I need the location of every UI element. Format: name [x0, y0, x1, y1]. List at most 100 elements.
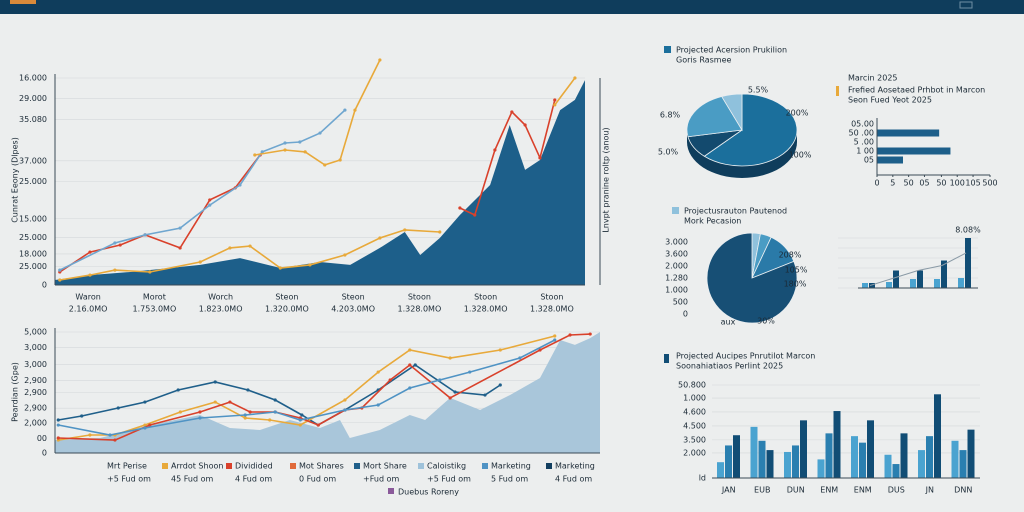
point [198, 416, 202, 420]
legend-label: Mot Shares [299, 462, 344, 471]
point [388, 378, 392, 382]
y-tick-label: 1.000 [683, 394, 706, 403]
point [148, 270, 152, 274]
point [498, 348, 502, 352]
point [343, 108, 347, 112]
point [208, 198, 212, 202]
point [376, 370, 380, 374]
bar [926, 436, 933, 478]
point [248, 410, 252, 414]
point [88, 250, 92, 254]
y-tick-label: 3,000 [24, 360, 47, 369]
point [573, 76, 577, 80]
point [178, 246, 182, 250]
point [353, 108, 357, 112]
point [213, 380, 217, 384]
bar [859, 442, 866, 478]
x-tick-label: 50 [904, 179, 914, 188]
bar [967, 429, 975, 478]
pie-slice [706, 232, 798, 324]
y-tick-label: 25.000 [19, 262, 47, 271]
x-tick-label: Stoon [408, 293, 431, 302]
legend-note: 4 Fud om [555, 475, 592, 484]
title-marker [664, 354, 669, 363]
point [588, 332, 592, 336]
line [59, 154, 261, 273]
point [473, 213, 477, 217]
point [143, 426, 147, 430]
point [298, 423, 302, 427]
bar [941, 260, 947, 288]
y-tick-label: 05 [864, 156, 874, 165]
point [298, 140, 302, 144]
point [56, 418, 60, 422]
x-tick-label: Stoon [474, 293, 497, 302]
pie-slice [703, 93, 798, 167]
point [453, 390, 457, 394]
point [58, 268, 62, 272]
point [273, 398, 277, 402]
y-tick-label: 2,900 [24, 388, 47, 397]
point [493, 148, 497, 152]
point [316, 423, 320, 427]
y-tick-label: ld [699, 474, 706, 483]
bar [750, 426, 758, 478]
bar [833, 411, 841, 478]
bar [725, 445, 732, 478]
point [80, 414, 84, 418]
point [568, 333, 572, 337]
y-tick-label: 4.600 [683, 407, 706, 416]
y-tick-label: 18.000 [19, 249, 47, 258]
legend-label: Marketing [555, 462, 595, 471]
bar [900, 433, 908, 478]
y-tick-label: 29.000 [19, 94, 47, 103]
bar [934, 279, 940, 288]
legend-label: Marketing [491, 462, 531, 471]
x-tick-label: EUB [754, 486, 770, 495]
y-tick-label: 1 00 [856, 147, 874, 156]
legend-note: +5 Fud om [107, 475, 151, 484]
y-tick-label: 25.000 [19, 233, 47, 242]
point [143, 423, 147, 427]
header-bar [0, 0, 1024, 14]
legend-note: 5 Fud om [491, 475, 528, 484]
x-tick-label: JAN [721, 486, 736, 495]
legend-note: +Fud om [363, 475, 399, 484]
point [178, 410, 182, 414]
legend-note: 0 Fud om [299, 475, 336, 484]
point [143, 400, 147, 404]
legend-swatch [162, 463, 168, 469]
point [253, 153, 257, 157]
point [56, 423, 60, 427]
y-tick-label: 35.080 [19, 115, 47, 124]
bar [893, 270, 899, 288]
header-icon [959, 1, 973, 9]
point [268, 418, 272, 422]
y-axis-label: Cunrat Eeony (Dlpes) [11, 137, 20, 223]
bar [867, 420, 874, 478]
x-tick-label: JN [925, 486, 934, 495]
point [176, 388, 180, 392]
point [213, 400, 217, 404]
bar [965, 238, 971, 288]
pie-annotation: 5.0% [658, 148, 679, 157]
legend-swatch [418, 463, 424, 469]
side-label: 2.000 [665, 262, 688, 271]
bar [862, 283, 868, 288]
point [403, 228, 407, 232]
x-tick-label: Worch [208, 293, 233, 302]
y-tick-label: 2,900 [24, 376, 47, 385]
x-tick-note: 1.328.0MO [398, 305, 442, 314]
pie-annotation: aux [721, 318, 736, 327]
annotation: 8.08% [955, 226, 981, 235]
chart-title: Marcin 2025 [848, 74, 898, 83]
pie-slice [721, 93, 743, 132]
point [553, 338, 557, 342]
x-tick-label: 05 [919, 179, 929, 188]
legend-swatch [546, 463, 552, 469]
legend-label: Caloistikg [427, 462, 466, 471]
bar [910, 279, 916, 288]
y-tick-label: 2,900 [24, 404, 47, 413]
pie-annotation: 180% [784, 280, 807, 289]
bar [918, 450, 925, 478]
